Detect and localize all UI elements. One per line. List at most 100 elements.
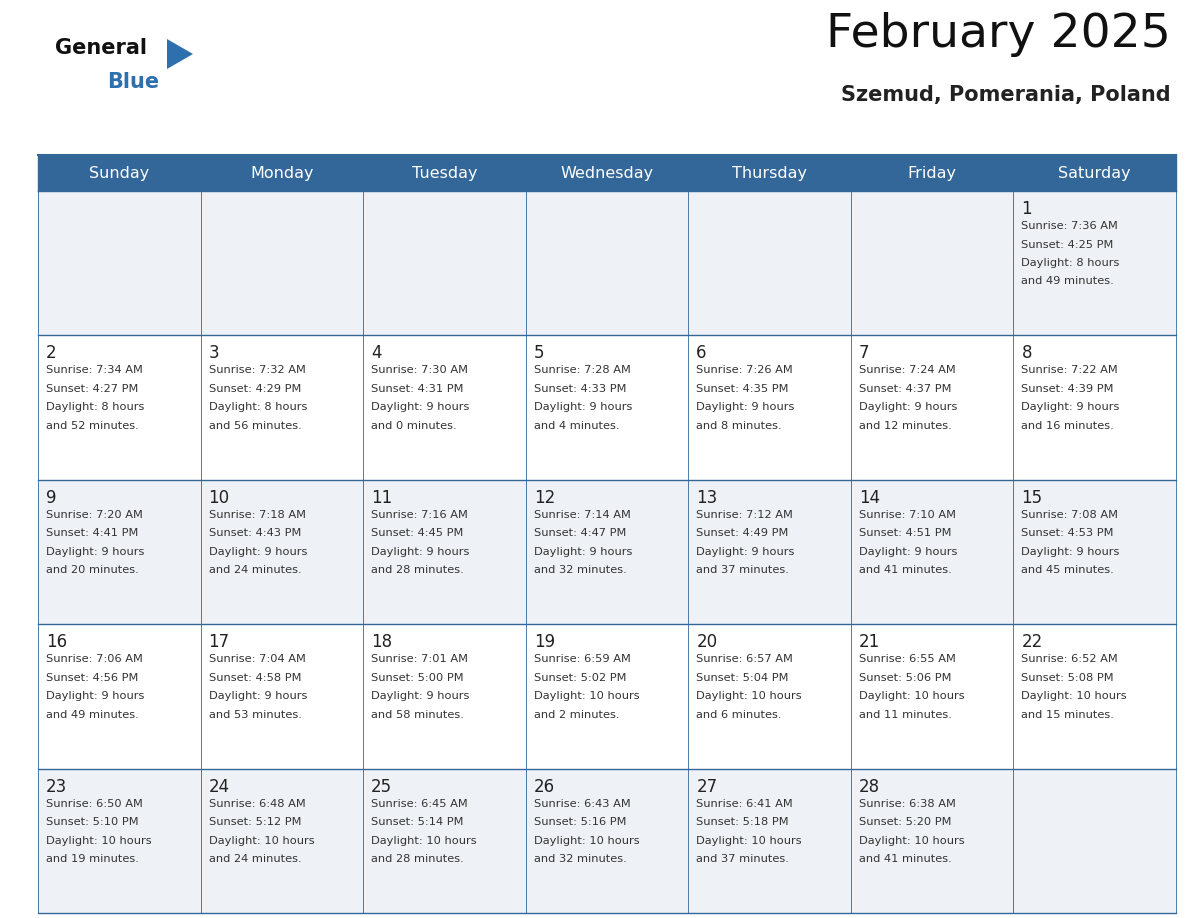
Text: Sunset: 4:53 PM: Sunset: 4:53 PM: [1022, 528, 1114, 538]
Text: Sunrise: 7:04 AM: Sunrise: 7:04 AM: [209, 655, 305, 665]
Text: 27: 27: [696, 778, 718, 796]
Text: Sunset: 5:02 PM: Sunset: 5:02 PM: [533, 673, 626, 683]
Text: General: General: [55, 38, 147, 58]
Text: Sunrise: 7:18 AM: Sunrise: 7:18 AM: [209, 509, 305, 520]
Text: Sunset: 4:33 PM: Sunset: 4:33 PM: [533, 384, 626, 394]
Text: 20: 20: [696, 633, 718, 651]
Text: and 12 minutes.: and 12 minutes.: [859, 420, 952, 431]
Text: Daylight: 9 hours: Daylight: 9 hours: [1022, 547, 1120, 557]
Text: and 2 minutes.: and 2 minutes.: [533, 710, 619, 720]
Text: Daylight: 9 hours: Daylight: 9 hours: [696, 547, 795, 557]
Text: and 41 minutes.: and 41 minutes.: [859, 565, 952, 576]
Text: Szemud, Pomerania, Poland: Szemud, Pomerania, Poland: [841, 85, 1171, 105]
Text: Sunset: 4:29 PM: Sunset: 4:29 PM: [209, 384, 301, 394]
Text: Daylight: 9 hours: Daylight: 9 hours: [696, 402, 795, 412]
Text: and 32 minutes.: and 32 minutes.: [533, 854, 626, 864]
Text: Daylight: 10 hours: Daylight: 10 hours: [371, 835, 476, 845]
Text: Sunset: 5:00 PM: Sunset: 5:00 PM: [371, 673, 463, 683]
Text: Tuesday: Tuesday: [412, 165, 478, 181]
Text: 15: 15: [1022, 488, 1043, 507]
Text: 5: 5: [533, 344, 544, 363]
Text: Sunrise: 7:22 AM: Sunrise: 7:22 AM: [1022, 365, 1118, 375]
Text: Daylight: 9 hours: Daylight: 9 hours: [46, 691, 145, 701]
Text: Daylight: 9 hours: Daylight: 9 hours: [371, 691, 469, 701]
Text: and 41 minutes.: and 41 minutes.: [859, 854, 952, 864]
Text: and 16 minutes.: and 16 minutes.: [1022, 420, 1114, 431]
Text: Daylight: 9 hours: Daylight: 9 hours: [209, 691, 307, 701]
Text: Daylight: 9 hours: Daylight: 9 hours: [209, 547, 307, 557]
Text: Sunset: 5:20 PM: Sunset: 5:20 PM: [859, 817, 952, 827]
Text: Sunset: 4:31 PM: Sunset: 4:31 PM: [371, 384, 463, 394]
Text: Sunrise: 7:06 AM: Sunrise: 7:06 AM: [46, 655, 143, 665]
Text: 1: 1: [1022, 200, 1032, 218]
Text: Sunset: 4:47 PM: Sunset: 4:47 PM: [533, 528, 626, 538]
Text: 23: 23: [46, 778, 68, 796]
Text: Blue: Blue: [107, 72, 159, 92]
Text: Sunset: 4:25 PM: Sunset: 4:25 PM: [1022, 240, 1114, 250]
Text: and 49 minutes.: and 49 minutes.: [46, 710, 139, 720]
Text: 14: 14: [859, 488, 880, 507]
Text: and 49 minutes.: and 49 minutes.: [1022, 276, 1114, 286]
Text: Wednesday: Wednesday: [561, 165, 653, 181]
Bar: [38, 768, 1176, 913]
Text: and 58 minutes.: and 58 minutes.: [371, 710, 465, 720]
Text: and 20 minutes.: and 20 minutes.: [46, 565, 139, 576]
Text: Sunset: 4:41 PM: Sunset: 4:41 PM: [46, 528, 138, 538]
Text: Sunset: 4:37 PM: Sunset: 4:37 PM: [859, 384, 952, 394]
Text: and 32 minutes.: and 32 minutes.: [533, 565, 626, 576]
Text: 2: 2: [46, 344, 57, 363]
Text: 19: 19: [533, 633, 555, 651]
Text: Monday: Monday: [251, 165, 314, 181]
Text: Sunset: 4:49 PM: Sunset: 4:49 PM: [696, 528, 789, 538]
Text: Sunrise: 7:30 AM: Sunrise: 7:30 AM: [371, 365, 468, 375]
Text: Sunrise: 6:43 AM: Sunrise: 6:43 AM: [533, 799, 631, 809]
Text: Sunset: 4:35 PM: Sunset: 4:35 PM: [696, 384, 789, 394]
Text: Sunset: 4:56 PM: Sunset: 4:56 PM: [46, 673, 138, 683]
Text: 3: 3: [209, 344, 220, 363]
Text: Sunrise: 6:57 AM: Sunrise: 6:57 AM: [696, 655, 794, 665]
Text: and 4 minutes.: and 4 minutes.: [533, 420, 619, 431]
Text: Sunset: 4:58 PM: Sunset: 4:58 PM: [209, 673, 301, 683]
Text: and 24 minutes.: and 24 minutes.: [209, 854, 302, 864]
Text: Sunrise: 6:55 AM: Sunrise: 6:55 AM: [859, 655, 955, 665]
Text: 26: 26: [533, 778, 555, 796]
Text: Daylight: 10 hours: Daylight: 10 hours: [46, 835, 152, 845]
Text: Daylight: 10 hours: Daylight: 10 hours: [696, 835, 802, 845]
Text: Daylight: 10 hours: Daylight: 10 hours: [859, 835, 965, 845]
Text: Sunset: 5:10 PM: Sunset: 5:10 PM: [46, 817, 139, 827]
Text: Sunrise: 7:34 AM: Sunrise: 7:34 AM: [46, 365, 143, 375]
Text: 9: 9: [46, 488, 57, 507]
Text: and 11 minutes.: and 11 minutes.: [859, 710, 952, 720]
Text: Thursday: Thursday: [732, 165, 807, 181]
Text: Sunday: Sunday: [89, 165, 150, 181]
Text: and 19 minutes.: and 19 minutes.: [46, 854, 139, 864]
Text: Sunrise: 6:48 AM: Sunrise: 6:48 AM: [209, 799, 305, 809]
Bar: [38, 480, 1176, 624]
Text: Sunrise: 6:45 AM: Sunrise: 6:45 AM: [371, 799, 468, 809]
Text: 12: 12: [533, 488, 555, 507]
Text: and 6 minutes.: and 6 minutes.: [696, 710, 782, 720]
Text: 25: 25: [371, 778, 392, 796]
Text: Sunset: 4:45 PM: Sunset: 4:45 PM: [371, 528, 463, 538]
Text: Sunrise: 6:59 AM: Sunrise: 6:59 AM: [533, 655, 631, 665]
Text: Sunrise: 7:12 AM: Sunrise: 7:12 AM: [696, 509, 794, 520]
Text: Daylight: 9 hours: Daylight: 9 hours: [371, 547, 469, 557]
Text: Sunset: 4:43 PM: Sunset: 4:43 PM: [209, 528, 301, 538]
Text: Daylight: 9 hours: Daylight: 9 hours: [859, 547, 958, 557]
Text: and 8 minutes.: and 8 minutes.: [696, 420, 782, 431]
Text: Daylight: 9 hours: Daylight: 9 hours: [859, 402, 958, 412]
Text: Daylight: 9 hours: Daylight: 9 hours: [533, 547, 632, 557]
Text: Sunrise: 6:38 AM: Sunrise: 6:38 AM: [859, 799, 955, 809]
Text: 18: 18: [371, 633, 392, 651]
Text: Daylight: 9 hours: Daylight: 9 hours: [46, 547, 145, 557]
Text: Sunrise: 7:26 AM: Sunrise: 7:26 AM: [696, 365, 794, 375]
Text: 7: 7: [859, 344, 870, 363]
Text: Daylight: 10 hours: Daylight: 10 hours: [859, 691, 965, 701]
Text: and 52 minutes.: and 52 minutes.: [46, 420, 139, 431]
Text: 17: 17: [209, 633, 229, 651]
Text: and 45 minutes.: and 45 minutes.: [1022, 565, 1114, 576]
Text: Sunrise: 7:01 AM: Sunrise: 7:01 AM: [371, 655, 468, 665]
Text: 28: 28: [859, 778, 880, 796]
Text: Sunrise: 7:36 AM: Sunrise: 7:36 AM: [1022, 221, 1118, 231]
Text: Sunset: 5:08 PM: Sunset: 5:08 PM: [1022, 673, 1114, 683]
